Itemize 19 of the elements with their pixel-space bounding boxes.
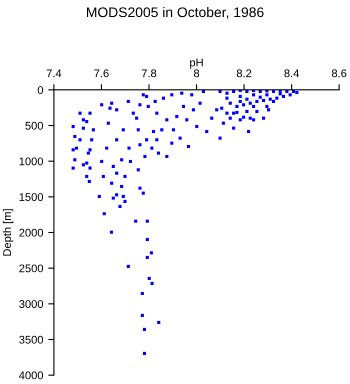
y-tick-label: 2000 xyxy=(19,228,44,237)
x-tick-label: 7.6 xyxy=(94,69,109,78)
x-tick-label: 7.4 xyxy=(46,69,62,78)
x-tick-label: 8.6 xyxy=(332,69,346,78)
y-tick-label: 2500 xyxy=(19,264,44,272)
y-tick-label: 0 xyxy=(38,86,44,94)
x-tick-label: 7.8 xyxy=(142,69,156,78)
y-tick-label: 3000 xyxy=(19,300,44,308)
y-tick-label: 1000 xyxy=(20,157,44,166)
x-tick-label: 8 xyxy=(194,69,200,78)
y-tick-label: 4000 xyxy=(19,371,44,380)
y-tick-label: 1500 xyxy=(20,193,44,201)
x-axis-title: pH xyxy=(190,58,203,69)
x-tick-label: 8.4 xyxy=(284,69,300,78)
chart-title: MODS2005 in October, 1986 xyxy=(86,6,264,19)
y-tick-label: 500 xyxy=(25,122,44,130)
y-tick-label: 3500 xyxy=(19,336,44,344)
y-axis-title: Depth [m] xyxy=(2,209,14,256)
x-tick-label: 8.2 xyxy=(236,69,252,78)
